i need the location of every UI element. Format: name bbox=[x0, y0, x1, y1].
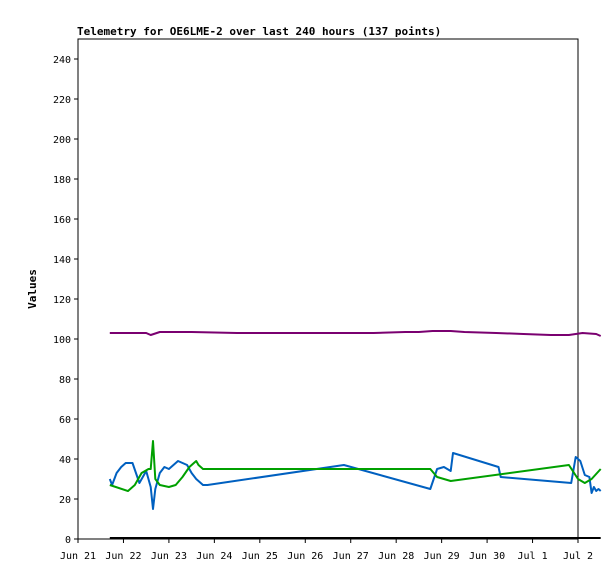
y-tick-label: 80 bbox=[59, 375, 71, 386]
y-tick-label: 0 bbox=[65, 535, 71, 546]
x-tick-label: Jun 29 bbox=[424, 551, 460, 562]
x-tick-label: Jun 25 bbox=[242, 551, 278, 562]
series-line-3 bbox=[109, 440, 602, 492]
y-tick-label: 180 bbox=[53, 175, 71, 186]
series-line-2 bbox=[108, 452, 602, 510]
x-tick-label: Jun 23 bbox=[151, 551, 187, 562]
y-axis-label: Values bbox=[26, 269, 39, 309]
y-tick-label: 160 bbox=[53, 215, 71, 226]
series-group bbox=[108, 330, 602, 539]
plot-frame bbox=[77, 38, 579, 540]
y-tick-label: 140 bbox=[53, 255, 71, 266]
y-axis: 0 20 40 60 80 100 120 140 160 180 200 220 240 bbox=[53, 55, 78, 546]
y-tick-label: 240 bbox=[53, 55, 71, 66]
y-tick-label: 60 bbox=[59, 415, 71, 426]
x-tick-label: Jun 22 bbox=[105, 551, 141, 562]
x-tick-label: Jun 26 bbox=[287, 551, 323, 562]
x-tick-label: Jun 28 bbox=[378, 551, 414, 562]
x-tick-label: Jul 1 bbox=[517, 551, 547, 562]
x-tick-label: Jun 21 bbox=[60, 551, 96, 562]
series-line-1 bbox=[109, 330, 602, 337]
y-tick-label: 100 bbox=[53, 335, 71, 346]
y-tick-label: 20 bbox=[59, 495, 71, 506]
x-axis: Jun 21 Jun 22 Jun 23 Jun 24 Jun 25 Jun 26 Jun … bbox=[60, 539, 593, 562]
y-tick-label: 220 bbox=[53, 95, 71, 106]
chart-title: Telemetry for OE6LME-2 over last 240 hou… bbox=[77, 25, 441, 38]
y-tick-label: 120 bbox=[53, 295, 71, 306]
x-tick-label: Jul 2 bbox=[563, 551, 593, 562]
x-tick-label: Jun 27 bbox=[333, 551, 369, 562]
y-tick-label: 40 bbox=[59, 455, 71, 466]
x-tick-label: Jun 24 bbox=[196, 551, 232, 562]
y-tick-label: 200 bbox=[53, 135, 71, 146]
x-tick-label: Jun 30 bbox=[469, 551, 505, 562]
